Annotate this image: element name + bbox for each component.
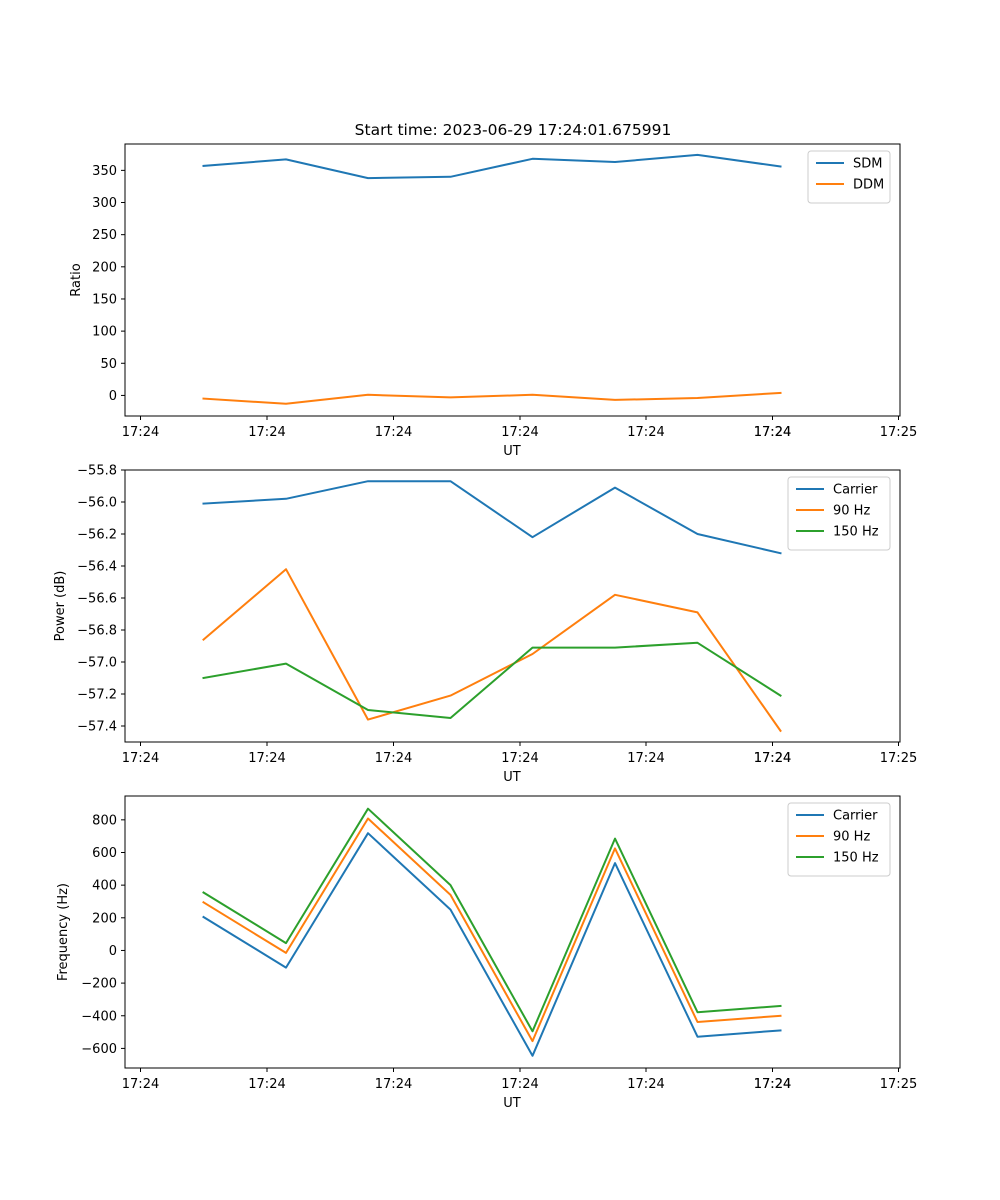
power-legend-label: 90 Hz: [833, 504, 870, 519]
power-x-tick-label: 17:24: [754, 751, 791, 766]
power-y-tick-label: −56.4: [77, 560, 117, 575]
ratio-x-tick-label: 17:24: [248, 425, 285, 440]
frequency-x-tick-label: 17:24: [501, 1077, 538, 1092]
power-legend: Carrier 90 Hz 150 Hz: [787, 476, 891, 551]
frequency-x-tick-label: 17:24: [754, 1077, 791, 1092]
frequency-y-tick-label: −600: [81, 1042, 117, 1057]
power-x-tick-label: 17:25: [880, 751, 917, 766]
ratio-y-tick-label: 50: [100, 357, 117, 372]
ratio-series-sdm-line: [202, 153, 782, 180]
ratio-x-tick-label: 17:24: [754, 425, 791, 440]
power-y-axis-label: Power (dB): [53, 571, 68, 642]
power-x-tick-label: 17:24: [754, 751, 791, 766]
ratio-x-tick-label: 17:24: [627, 425, 664, 440]
power-axes-frame: [124, 469, 901, 743]
frequency-x-tick-label: 17:24: [754, 1077, 791, 1092]
frequency-legend-label: 90 Hz: [833, 830, 870, 845]
power-x-tick-label: 17:24: [248, 751, 285, 766]
frequency-legend: Carrier 90 Hz 150 Hz: [787, 802, 891, 877]
power-legend-label: Carrier: [833, 483, 878, 498]
frequency-y-tick-label: 800: [92, 813, 117, 828]
power-x-tick-label: 17:24: [122, 751, 159, 766]
ratio-legend: SDM DDM: [807, 150, 891, 204]
power-y-tick-label: −57.4: [77, 720, 117, 735]
frequency-x-tick-label: 17:24: [627, 1077, 664, 1092]
frequency-y-tick-label: 400: [92, 879, 117, 894]
frequency-x-tick-label: 17:24: [375, 1077, 412, 1092]
frequency-y-tick-label: 200: [92, 911, 117, 926]
ratio-x-tick-label: 17:24: [754, 425, 791, 440]
ratio-y-tick-label: 250: [92, 228, 117, 243]
power-y-tick-label: −56.8: [77, 624, 117, 639]
power-y-tick-label: −55.8: [77, 464, 117, 479]
power-series-carrier-line: [202, 480, 782, 555]
frequency-y-tick-label: 0: [109, 944, 117, 959]
ratio-series-ddm-line: [202, 391, 782, 405]
frequency-series-carrier-line: [202, 832, 782, 1057]
power-legend-label: 150 Hz: [833, 525, 879, 540]
ratio-y-tick-label: 100: [92, 325, 117, 340]
power-x-tick-label: 17:24: [501, 751, 538, 766]
ratio-y-axis-label: Ratio: [69, 263, 84, 296]
ratio-y-tick-label: 0: [109, 389, 117, 404]
frequency-x-tick-label: 17:24: [248, 1077, 285, 1092]
ratio-y-tick-label: 200: [92, 260, 117, 275]
ratio-x-tick-label: 17:24: [375, 425, 412, 440]
frequency-y-axis-label: Frequency (Hz): [56, 883, 71, 981]
power-y-tick-label: −56.0: [77, 496, 117, 511]
ratio-y-tick-label: 300: [92, 196, 117, 211]
frequency-legend-label: 150 Hz: [833, 851, 879, 866]
frequency-axes-frame: [124, 795, 901, 1069]
ratio-y-tick-label: 350: [92, 164, 117, 179]
power-y-tick-label: −57.0: [77, 656, 117, 671]
ratio-legend-label: DDM: [853, 178, 884, 193]
frequency-x-axis-label: UT: [503, 1096, 521, 1111]
power-x-tick-label: 17:24: [627, 751, 664, 766]
power-y-tick-label: −56.6: [77, 592, 117, 607]
power-x-axis-label: UT: [503, 770, 521, 785]
ratio-x-axis-label: UT: [503, 444, 521, 459]
frequency-x-tick-label: 17:25: [880, 1077, 917, 1092]
frequency-y-tick-label: 600: [92, 846, 117, 861]
ratio-x-tick-label: 17:24: [501, 425, 538, 440]
frequency-legend-label: Carrier: [833, 809, 878, 824]
power-series-150-hz-line: [202, 641, 782, 719]
frequency-series-150-hz-line: [202, 807, 782, 1033]
power-series-90-hz-line: [202, 568, 782, 733]
frequency-y-tick-label: −200: [81, 977, 117, 992]
ratio-axes-frame: [124, 143, 901, 417]
power-x-tick-label: 17:24: [375, 751, 412, 766]
ratio-x-tick-label: 17:24: [122, 425, 159, 440]
frequency-series-90-hz-line: [202, 817, 782, 1043]
ratio-legend-label: SDM: [853, 157, 882, 172]
ratio-y-tick-label: 150: [92, 292, 117, 307]
power-y-tick-label: −56.2: [77, 528, 117, 543]
ratio-x-tick-label: 17:25: [880, 425, 917, 440]
power-y-tick-label: −57.2: [77, 688, 117, 703]
figure-title: Start time: 2023-06-29 17:24:01.675991: [355, 121, 672, 139]
frequency-y-tick-label: −400: [81, 1009, 117, 1024]
frequency-x-tick-label: 17:24: [122, 1077, 159, 1092]
